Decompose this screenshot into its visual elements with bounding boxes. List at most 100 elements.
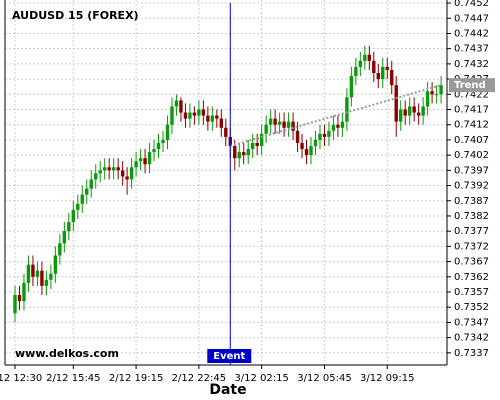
candle-body — [318, 133, 322, 140]
candle-body — [13, 295, 17, 314]
candle-body — [17, 295, 22, 302]
candle-body — [183, 112, 188, 119]
candle-body — [192, 112, 197, 116]
candle-body — [381, 66, 385, 80]
trend-line — [230, 84, 442, 147]
y-tick-label: 0.7347 — [454, 317, 489, 328]
y-tick-label: 0.7342 — [454, 333, 489, 344]
candle-body — [138, 158, 143, 162]
candle-body — [76, 203, 80, 210]
candle-body — [129, 167, 134, 180]
x-tick-label: 2/12 19:15 — [109, 373, 163, 384]
candle-body — [363, 54, 367, 61]
candle-body — [174, 100, 179, 107]
x-tick-label: 2/12 12:30 — [0, 373, 42, 384]
x-tick-label: 3/12 09:15 — [360, 373, 414, 384]
candle-body — [237, 152, 241, 159]
y-tick-label: 0.7417 — [454, 105, 489, 116]
candle-body — [291, 121, 295, 131]
marks — [13, 45, 443, 323]
candle-body — [309, 146, 313, 156]
y-tick-label: 0.7452 — [454, 0, 489, 9]
candle-body — [340, 121, 345, 128]
candle-body — [336, 124, 340, 128]
candle-body — [425, 91, 430, 107]
event-label-box — [207, 349, 252, 363]
candle-body — [147, 152, 152, 165]
candle-body — [206, 115, 210, 122]
candle-body — [134, 161, 138, 168]
candle-body — [255, 142, 259, 146]
y-tick-label: 0.7382 — [454, 211, 489, 222]
candle-body — [143, 158, 147, 165]
y-tick-label: 0.7387 — [454, 196, 489, 207]
candle-body — [304, 149, 309, 156]
y-tick-label: 0.7362 — [454, 272, 489, 283]
candle-body — [416, 112, 421, 116]
candle-body — [282, 121, 286, 128]
candle-body — [179, 100, 183, 113]
candle-body — [246, 149, 250, 156]
candle-body — [31, 264, 35, 277]
x-tick-label: 2/12 22:45 — [172, 373, 226, 384]
candle-body — [71, 209, 76, 223]
y-tick-label: 0.7432 — [454, 59, 489, 70]
event-label: Event — [213, 351, 245, 362]
candle-body — [161, 139, 165, 143]
candle-body — [22, 282, 26, 302]
candle-body — [53, 255, 58, 274]
y-tick-label: 0.7422 — [454, 89, 489, 100]
candle-body — [125, 176, 129, 180]
y-tick-label: 0.7372 — [454, 241, 489, 252]
y-tick-label: 0.7337 — [454, 348, 489, 359]
candle-body — [44, 279, 49, 286]
y-tick-label: 0.7442 — [454, 28, 489, 39]
x-tick-label: 3/12 02:15 — [234, 373, 288, 384]
candle-body — [407, 106, 412, 116]
candle-body — [85, 188, 89, 195]
candle-body — [439, 85, 443, 95]
candle-body — [390, 69, 394, 86]
candle-body — [107, 167, 111, 171]
watermark: www.delkos.com — [15, 347, 119, 360]
candle-body — [170, 106, 174, 125]
y-tick-label: 0.7397 — [454, 165, 489, 176]
y-tick-label: 0.7352 — [454, 302, 489, 313]
candle-body — [268, 118, 273, 125]
candle-body — [210, 115, 215, 122]
candle-body — [233, 146, 237, 159]
candle-body — [372, 60, 376, 73]
candle-body — [215, 115, 219, 119]
candle-body — [327, 130, 331, 137]
candle-body — [219, 118, 224, 128]
y-tick-label: 0.7402 — [454, 150, 489, 161]
candle-body — [259, 133, 264, 146]
y-tick-label: 0.7412 — [454, 120, 489, 131]
candle-body — [286, 121, 291, 128]
x-axis-title: Date — [209, 382, 246, 398]
chart-title: AUDUSD 15 (FOREX) — [12, 9, 139, 22]
candle-body — [80, 194, 84, 204]
y-tick-label: 0.7407 — [454, 135, 489, 146]
candle-body — [40, 270, 44, 286]
candle-body — [35, 270, 40, 277]
y-tick-label: 0.7357 — [454, 287, 489, 298]
candle-body — [434, 94, 439, 96]
candle-body — [354, 66, 358, 77]
candle-body — [345, 97, 349, 122]
candle-body — [394, 85, 398, 122]
y-tick-label: 0.7392 — [454, 181, 489, 192]
candle-body — [111, 167, 116, 171]
candle-body — [331, 124, 336, 131]
candle-body — [403, 109, 407, 116]
x-tick-label: 2/12 15:45 — [46, 373, 100, 384]
candle-body — [98, 170, 102, 174]
candle-body — [264, 124, 268, 134]
candle-body — [376, 73, 380, 80]
candle-body — [300, 142, 304, 150]
candle-body — [358, 60, 363, 67]
y-tick-label: 0.7447 — [454, 13, 489, 24]
candle-body — [58, 243, 62, 256]
x-tick-label: 3/12 05:45 — [297, 373, 351, 384]
